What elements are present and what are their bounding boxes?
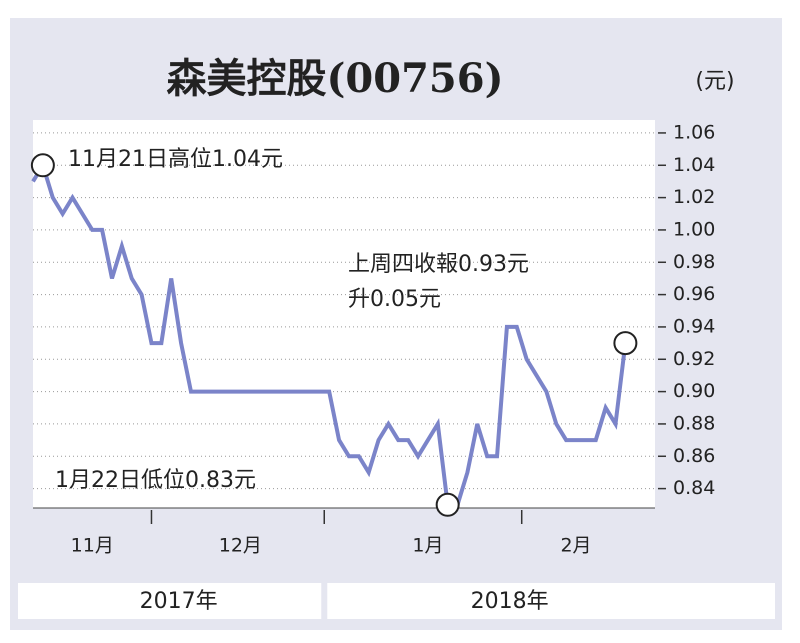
- year-band: [18, 583, 322, 619]
- x-tick-label: 11月: [71, 535, 114, 557]
- unit: (元): [695, 69, 734, 94]
- y-tick-label: 1.02: [673, 186, 715, 208]
- x-tick-label: 12月: [219, 535, 262, 557]
- y-tick-label: 0.90: [673, 380, 715, 402]
- y-tick-label: 0.84: [673, 477, 715, 499]
- y-tick-label: 0.88: [673, 412, 715, 434]
- annotation: 升0.05元: [348, 287, 441, 312]
- x-tick-label: 1月: [412, 535, 443, 557]
- annotation: 11月21日高位1.04元: [68, 147, 283, 172]
- plot-area: [33, 120, 655, 508]
- line: [31, 160, 628, 507]
- y-tick-label: 0.96: [673, 283, 715, 305]
- y-tick-label: 0.86: [673, 445, 715, 467]
- y-tick-label: 0.98: [673, 251, 715, 273]
- x-tick-label: 2月: [560, 535, 591, 557]
- year-label: 2018年: [471, 589, 549, 614]
- chart-title: 森美控股(00756): [166, 55, 503, 102]
- y-tick-label: 1.00: [673, 218, 715, 240]
- y-tick-label: 0.94: [673, 315, 715, 337]
- y-tick-label: 1.06: [673, 121, 715, 143]
- year-label: 2017年: [140, 589, 218, 614]
- highlight-marker: [435, 492, 460, 517]
- year-band: [327, 583, 775, 619]
- annotation: 1月22日低位0.83元: [55, 468, 256, 493]
- annotation: 上周四收報0.93元: [348, 252, 529, 277]
- y-tick-label: 0.92: [673, 348, 715, 370]
- y-tick-label: 1.04: [673, 154, 715, 176]
- highlight-marker: [30, 153, 55, 178]
- highlight-marker: [613, 331, 638, 356]
